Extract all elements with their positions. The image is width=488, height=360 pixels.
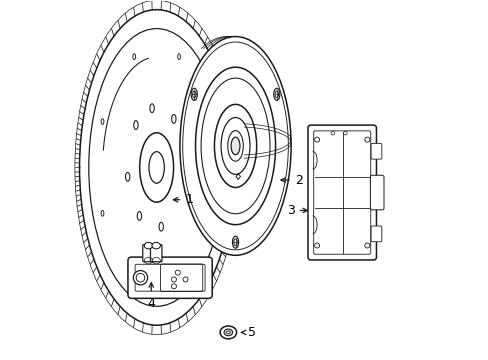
Text: 3: 3 <box>286 204 307 217</box>
Text: 2: 2 <box>281 174 302 186</box>
Text: 5: 5 <box>241 326 256 339</box>
Text: 1: 1 <box>173 193 193 206</box>
FancyBboxPatch shape <box>307 125 376 260</box>
FancyBboxPatch shape <box>370 226 381 242</box>
Circle shape <box>133 271 147 285</box>
Ellipse shape <box>149 152 164 183</box>
Ellipse shape <box>180 37 290 255</box>
FancyBboxPatch shape <box>369 175 383 210</box>
Ellipse shape <box>191 88 197 100</box>
FancyBboxPatch shape <box>128 257 212 298</box>
Ellipse shape <box>144 242 152 249</box>
FancyBboxPatch shape <box>142 244 154 262</box>
Ellipse shape <box>273 88 279 100</box>
Ellipse shape <box>232 236 238 248</box>
Ellipse shape <box>227 131 243 161</box>
Ellipse shape <box>231 137 240 155</box>
FancyBboxPatch shape <box>370 143 381 159</box>
Ellipse shape <box>224 329 232 336</box>
Ellipse shape <box>226 331 230 334</box>
Ellipse shape <box>152 242 160 249</box>
Ellipse shape <box>80 10 233 325</box>
FancyBboxPatch shape <box>150 244 162 262</box>
Text: 4: 4 <box>147 283 155 310</box>
Ellipse shape <box>220 326 236 339</box>
